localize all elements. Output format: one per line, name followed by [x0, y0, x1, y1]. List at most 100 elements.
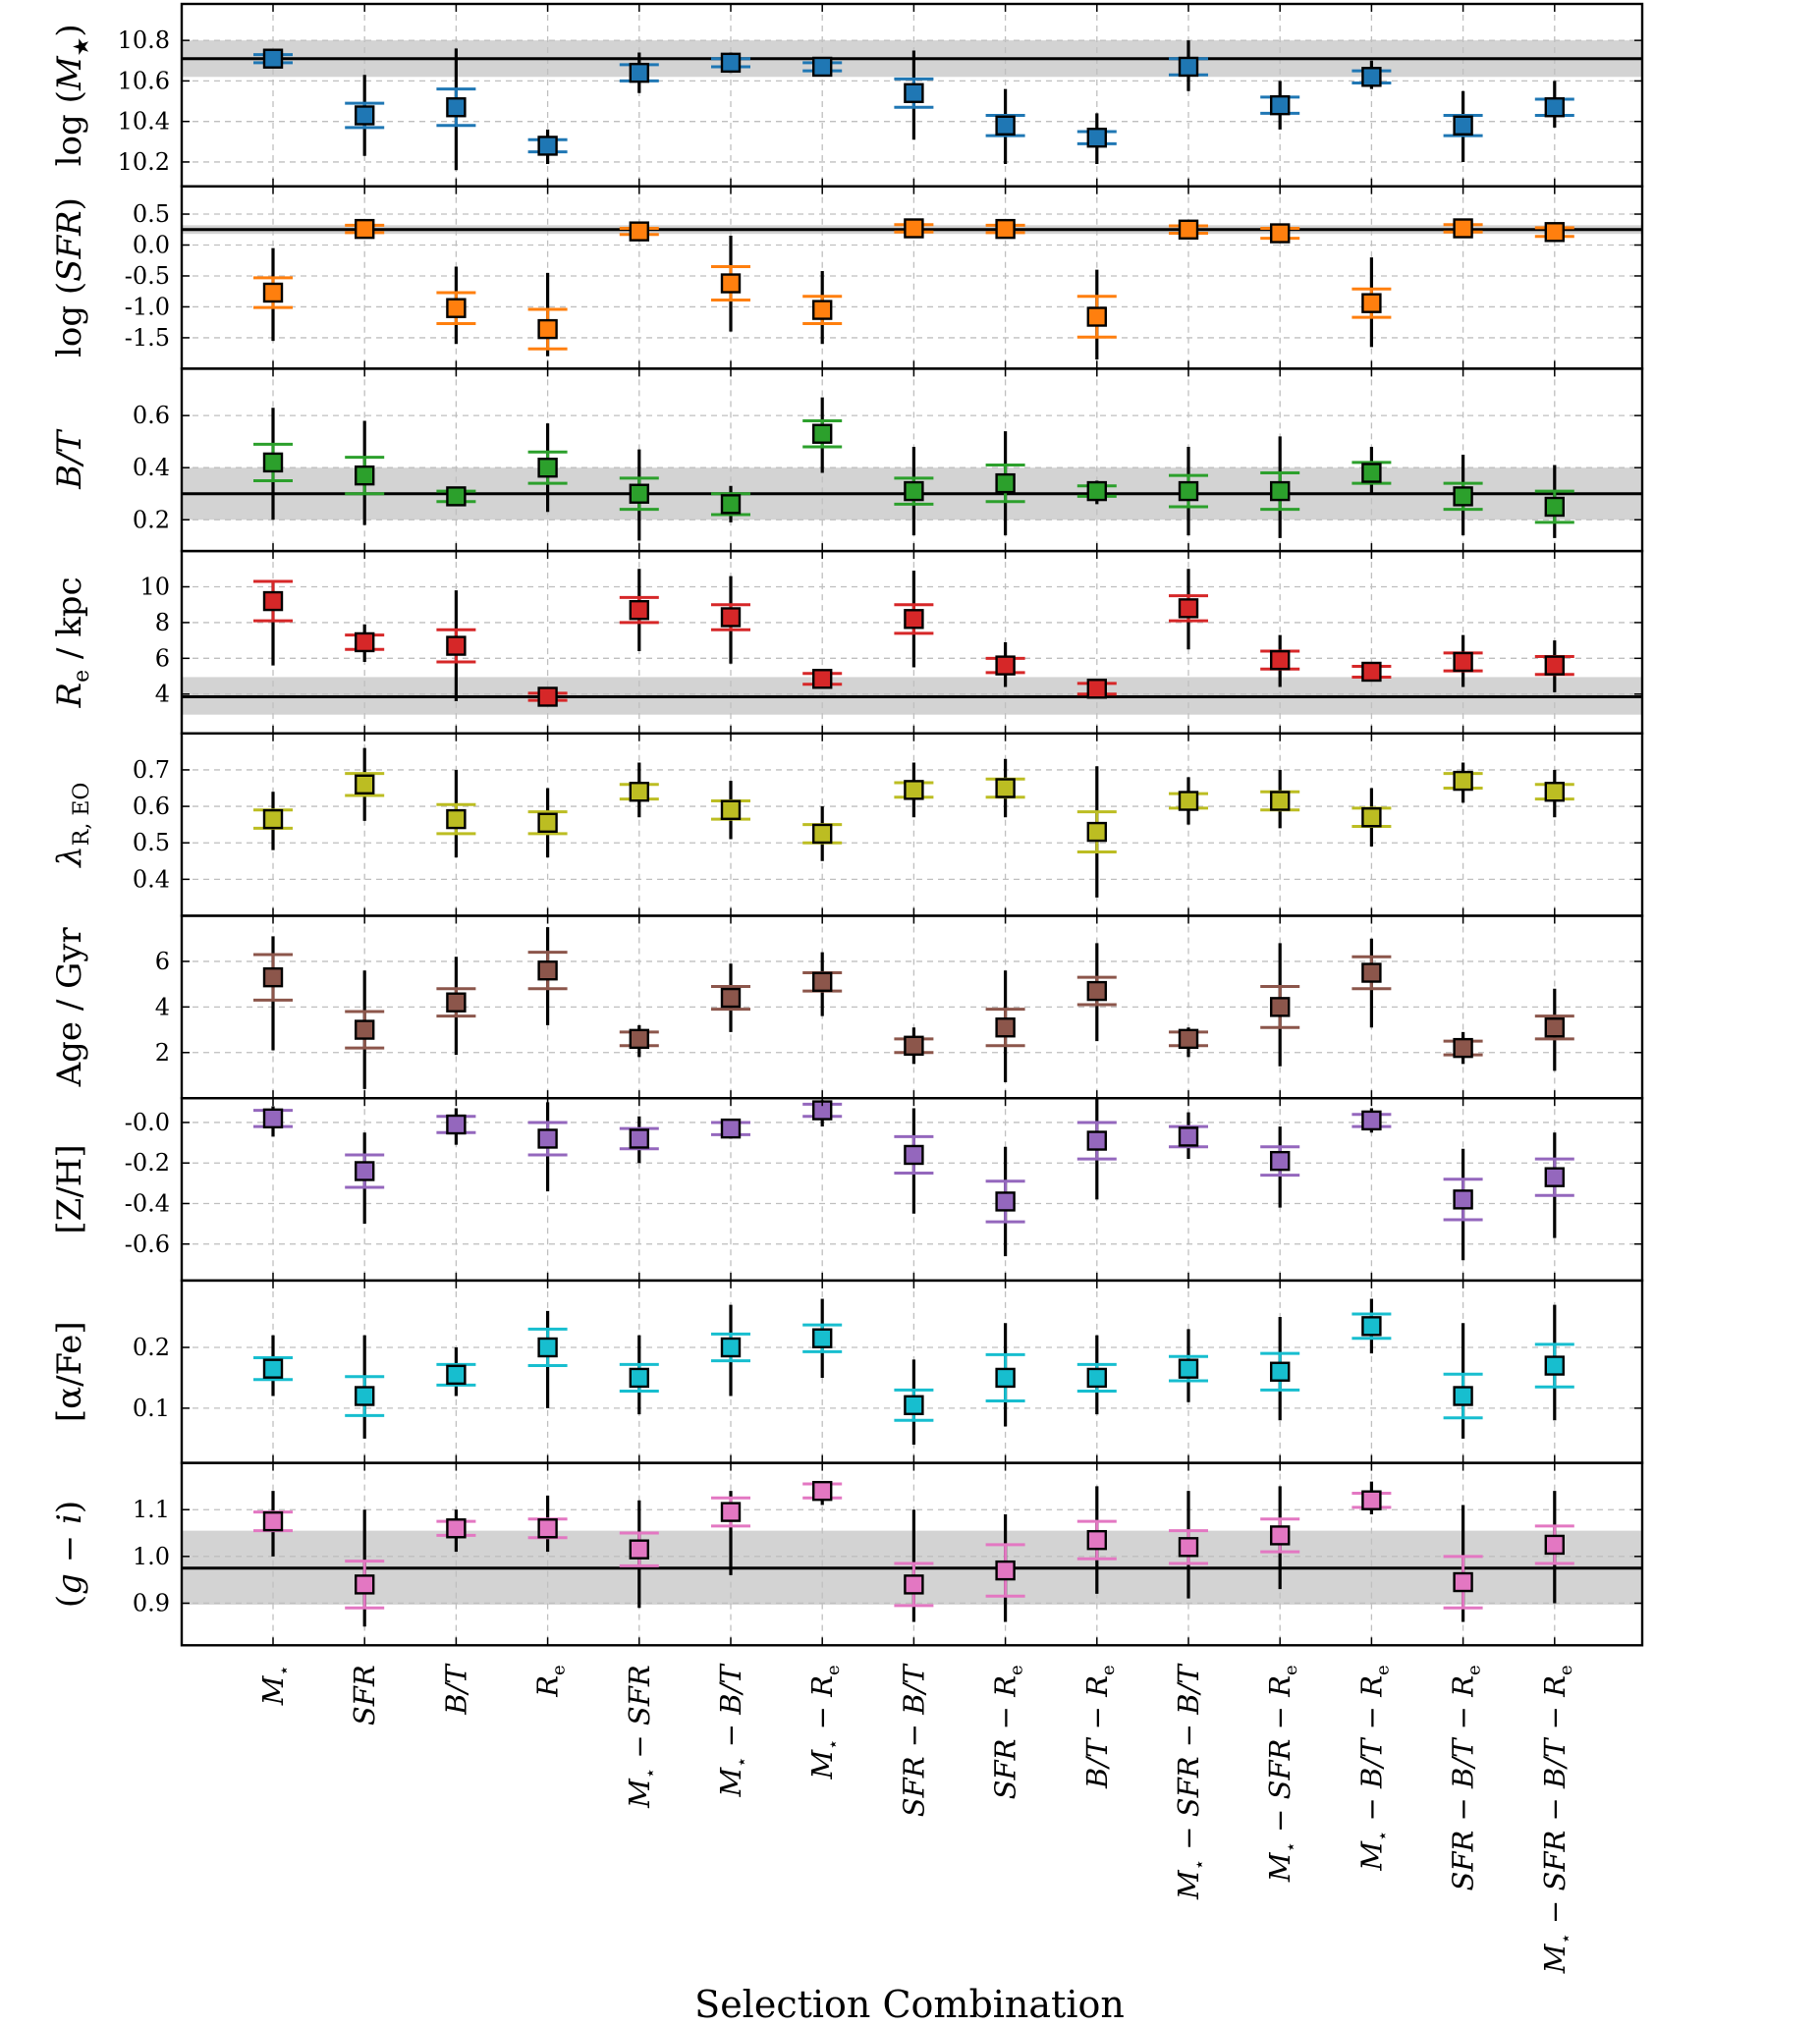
- data-marker: [537, 458, 558, 478]
- data-point-14: [1534, 465, 1574, 538]
- data-marker: [1544, 782, 1566, 802]
- y-axis-label: B/T: [50, 428, 89, 489]
- data-marker: [1269, 997, 1291, 1017]
- data-point-12: [1351, 661, 1392, 683]
- data-point-7: [894, 571, 934, 668]
- x-label-main: M: [1354, 1840, 1388, 1872]
- data-marker: [1269, 480, 1291, 502]
- y-tick-label: 1.0: [133, 1543, 170, 1570]
- data-marker: [1086, 980, 1108, 1002]
- data-marker: [995, 115, 1016, 137]
- data-point-1: [345, 747, 385, 821]
- data-marker: [1086, 306, 1108, 327]
- panel-8: 0.9 1.0 1.1 (g − i): [50, 1461, 1644, 1647]
- data-point-9: [1076, 113, 1117, 165]
- data-point-3: [527, 129, 568, 165]
- data-point-6: [802, 1480, 843, 1506]
- data-point-1: [345, 1335, 385, 1439]
- data-marker: [812, 300, 833, 320]
- data-marker: [1544, 496, 1566, 518]
- data-point-5: [711, 236, 750, 332]
- label-sub: R, EO: [70, 783, 94, 847]
- data-marker: [262, 282, 284, 303]
- label-sub: ★: [70, 37, 94, 57]
- x-tick-label-1: SFR: [348, 1665, 381, 1726]
- y-tick-label: -0.5: [125, 262, 170, 290]
- data-marker: [262, 452, 284, 473]
- panel-plot-area: [182, 1462, 1642, 1646]
- data-marker: [1178, 598, 1199, 619]
- data-marker: [1086, 821, 1108, 843]
- data-point-14: [1534, 1304, 1574, 1421]
- data-point-10: [1169, 1491, 1208, 1599]
- data-point-1: [345, 624, 385, 662]
- data-marker: [537, 1128, 558, 1149]
- data-marker: [1086, 1367, 1108, 1389]
- x-tick-label-5: M⋆ − B/T: [714, 1663, 752, 1798]
- data-marker: [355, 1019, 375, 1040]
- x-tick-label-3: Re: [531, 1665, 570, 1698]
- data-marker: [537, 136, 558, 156]
- data-point-0: [253, 408, 293, 520]
- data-marker: [355, 218, 375, 240]
- data-marker: [446, 1518, 467, 1539]
- label-sub: e: [70, 670, 94, 683]
- data-marker: [1269, 1525, 1291, 1546]
- data-marker: [720, 52, 742, 74]
- x-tick-label-text: SFR − B/T − Re: [1447, 1665, 1485, 1890]
- data-point-12: [1351, 60, 1392, 89]
- data-point-6: [802, 56, 843, 78]
- panel-plot-area: [182, 1098, 1642, 1281]
- x-tick-label-11: M⋆ − SFR − Re: [1263, 1665, 1301, 1883]
- data-point-9: [1076, 943, 1117, 1042]
- data-point-0: [253, 247, 293, 342]
- y-tick-label: 1.1: [133, 1496, 170, 1523]
- panel-frame: [180, 367, 1644, 553]
- data-point-13: [1443, 762, 1483, 803]
- x-label-rest: − SFR: [623, 1665, 656, 1768]
- x-label-main: B/T − R: [1080, 1675, 1114, 1789]
- y-axis-label: Re / kpc: [50, 576, 94, 708]
- data-point-7: [894, 218, 934, 239]
- data-marker: [1178, 1358, 1199, 1379]
- data-marker: [262, 1108, 284, 1129]
- panel-frame: [180, 732, 1644, 917]
- data-point-11: [1260, 223, 1300, 244]
- panel-plot-area: [182, 4, 1642, 187]
- x-label-sub2: e: [1372, 1665, 1393, 1675]
- data-marker: [262, 966, 284, 988]
- data-point-0: [253, 1491, 293, 1557]
- data-point-2: [436, 486, 476, 507]
- data-marker: [446, 635, 467, 656]
- data-point-14: [1534, 640, 1574, 692]
- x-label-main: SFR: [348, 1665, 381, 1726]
- data-marker: [446, 1364, 467, 1386]
- x-label-sub: ⋆: [274, 1665, 295, 1675]
- label-part: −: [50, 1524, 89, 1573]
- data-marker: [355, 774, 375, 794]
- y-axis-label-text: Age / Gyr: [50, 927, 89, 1088]
- data-point-10: [1169, 1027, 1208, 1058]
- data-point-1: [345, 1132, 385, 1225]
- y-tick-label: 0.5: [133, 829, 170, 856]
- data-marker: [904, 480, 924, 502]
- data-marker: [1178, 480, 1199, 502]
- data-point-13: [1443, 90, 1483, 162]
- y-tick-label: -0.2: [125, 1149, 170, 1177]
- x-tick-label-0: M⋆: [256, 1665, 295, 1706]
- y-axis-label-text: (g − i): [50, 1501, 89, 1608]
- x-tick-label-text: M⋆ − B/T: [714, 1663, 752, 1798]
- data-point-10: [1169, 1112, 1208, 1160]
- data-marker: [1269, 791, 1291, 811]
- data-marker: [629, 62, 649, 83]
- data-point-14: [1534, 769, 1574, 818]
- data-point-10: [1169, 1329, 1208, 1402]
- data-point-1: [345, 1509, 385, 1627]
- data-marker: [629, 782, 649, 802]
- x-label-main: M: [256, 1674, 290, 1706]
- data-marker: [1361, 293, 1382, 313]
- data-point-1: [345, 75, 385, 156]
- data-marker: [1544, 97, 1566, 118]
- x-label-main: R: [531, 1675, 565, 1698]
